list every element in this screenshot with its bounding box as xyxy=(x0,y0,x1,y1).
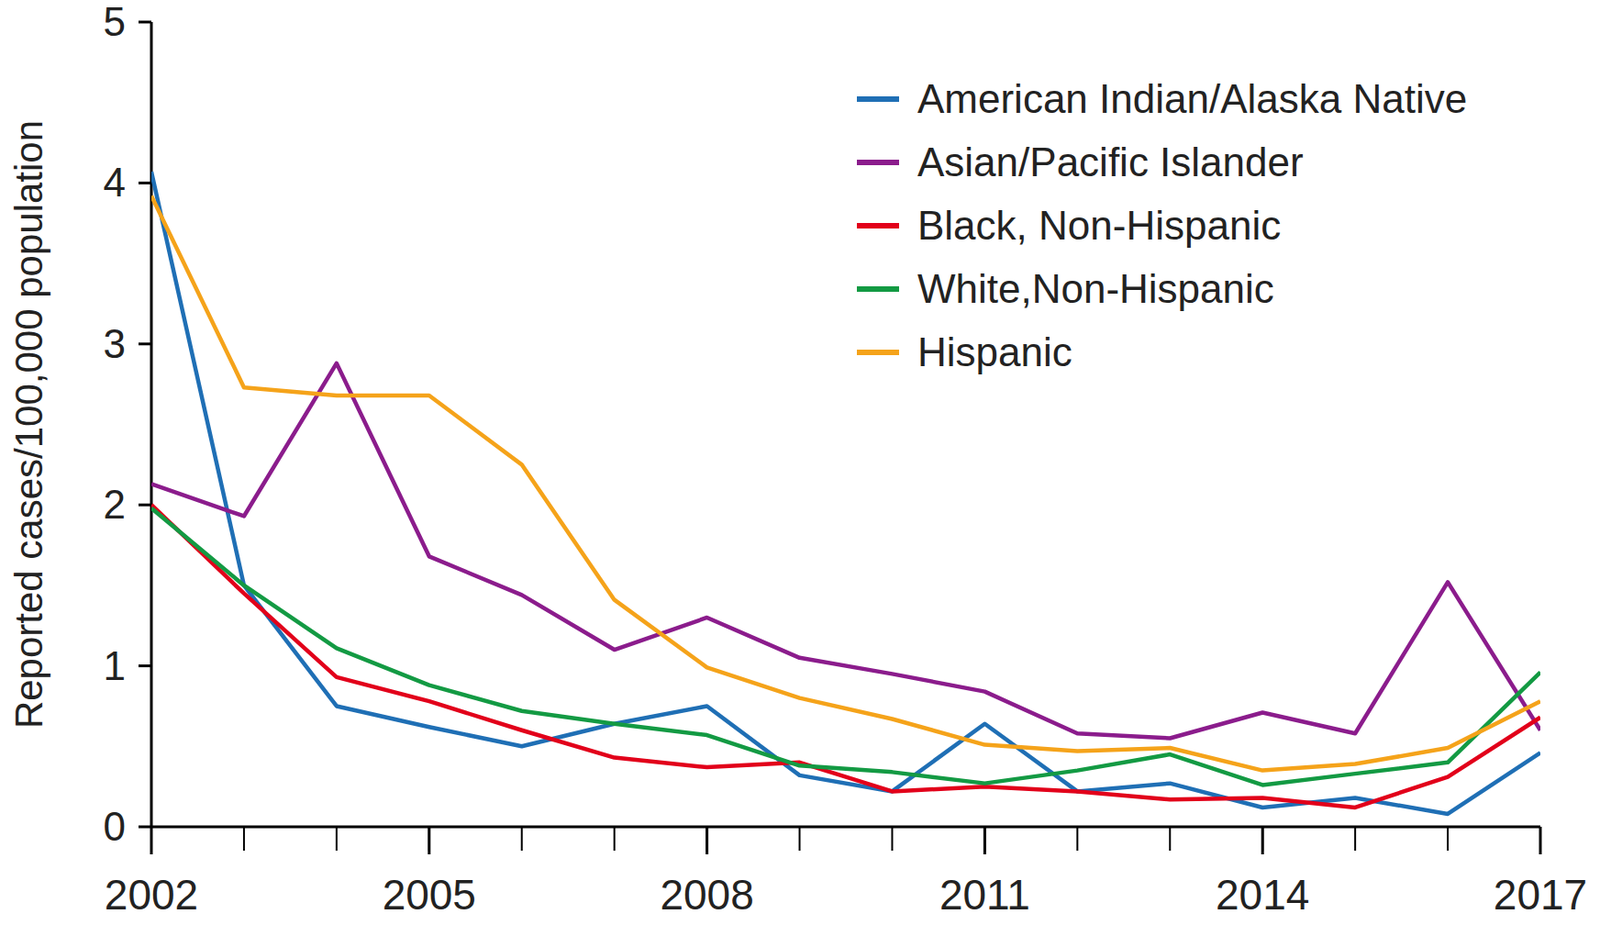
x-minor-tick xyxy=(521,826,523,851)
x-tick-label: 2017 xyxy=(1493,870,1588,919)
y-tick-label: 2 xyxy=(103,481,126,527)
y-tick xyxy=(138,825,152,829)
legend: American Indian/Alaska Native Asian/Pacif… xyxy=(856,76,1467,375)
x-minor-tick xyxy=(335,826,338,851)
series-line xyxy=(151,171,1541,814)
x-tick xyxy=(1539,826,1543,855)
legend-swatch xyxy=(856,286,900,292)
x-axis xyxy=(151,825,1541,829)
legend-swatch xyxy=(856,349,900,356)
chart: 0 1 2 3 4 5 2002 2005 2008 2011 2014 2017 Reported c… xyxy=(0,0,1600,925)
y-axis xyxy=(150,22,154,827)
series-line xyxy=(151,508,1541,786)
y-tick xyxy=(138,664,152,667)
x-tick xyxy=(705,826,709,855)
x-minor-tick xyxy=(1354,826,1356,851)
y-tick xyxy=(138,21,152,24)
y-tick-label: 1 xyxy=(103,643,126,689)
x-minor-tick xyxy=(243,826,245,851)
x-minor-tick xyxy=(1168,826,1171,851)
legend-swatch xyxy=(856,159,900,166)
legend-label: Hispanic xyxy=(917,329,1073,375)
x-tick-label: 2005 xyxy=(382,870,477,919)
y-axis-label: Reported cases/100,000 population xyxy=(7,120,51,729)
x-tick xyxy=(150,826,154,855)
series-group xyxy=(151,171,1541,814)
x-minor-tick xyxy=(613,826,616,851)
legend-label: Asian/Pacific Islander xyxy=(917,139,1304,185)
x-minor-tick xyxy=(1076,826,1078,851)
y-tick-label: 5 xyxy=(103,0,126,45)
y-tick xyxy=(138,181,152,185)
series-line xyxy=(151,195,1541,770)
legend-label: American Indian/Alaska Native xyxy=(917,76,1467,122)
legend-label: White,Non-Hispanic xyxy=(917,266,1275,312)
y-tick-label: 3 xyxy=(103,321,126,367)
x-tick-label: 2011 xyxy=(939,870,1031,919)
y-tick-label: 4 xyxy=(103,159,126,205)
y-tick xyxy=(138,503,152,507)
y-tick-label: 0 xyxy=(103,803,126,849)
legend-swatch xyxy=(856,222,900,229)
y-tick xyxy=(138,342,152,345)
x-tick-label: 2008 xyxy=(659,870,754,919)
x-tick-label: 2002 xyxy=(104,870,199,919)
x-minor-tick xyxy=(799,826,801,851)
x-tick xyxy=(1261,826,1265,855)
x-minor-tick xyxy=(1446,826,1449,851)
legend-label: Black, Non-Hispanic xyxy=(917,202,1281,248)
x-tick xyxy=(983,826,987,855)
x-tick xyxy=(427,826,431,855)
series-line xyxy=(151,504,1541,808)
x-minor-tick xyxy=(890,826,893,851)
legend-swatch xyxy=(856,96,900,102)
x-tick-label: 2014 xyxy=(1215,870,1310,919)
